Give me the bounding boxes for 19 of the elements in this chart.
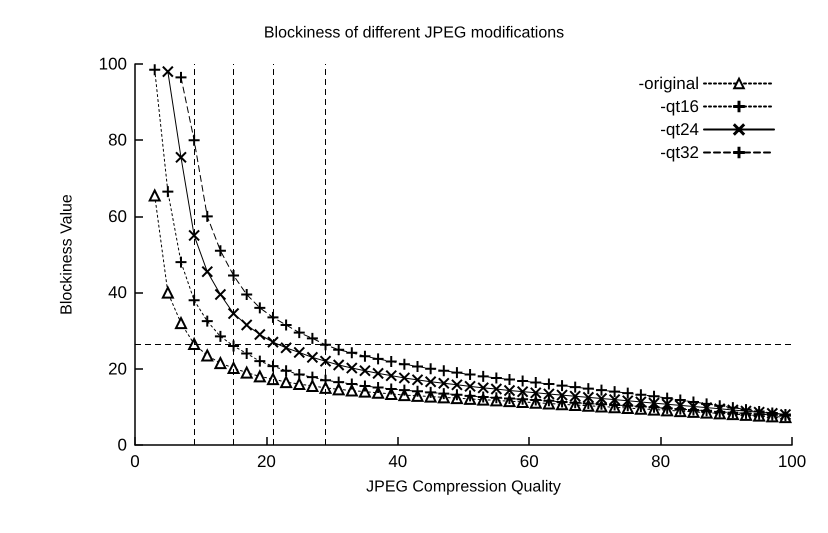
y-tick-label: 80 <box>108 130 127 150</box>
x-axis-title: JPEG Compression Quality <box>366 478 561 496</box>
legend-label: -qt32 <box>660 143 699 162</box>
x-tick-label: 100 <box>778 452 806 471</box>
x-tick-label: 60 <box>520 452 539 471</box>
y-tick-label: 100 <box>98 54 127 74</box>
y-tick-label: 0 <box>118 436 127 454</box>
x-tick-label: 0 <box>130 452 140 471</box>
y-tick-label: 40 <box>108 283 127 302</box>
y-tick-label: 20 <box>108 359 127 378</box>
y-axis-title: Blockiness Value <box>58 194 76 315</box>
x-tick-label: 40 <box>388 452 408 471</box>
legend-label: -qt24 <box>660 120 699 139</box>
x-tick-label: 20 <box>256 452 276 471</box>
legend-label: -original <box>638 74 699 93</box>
chart-title: Blockiness of different JPEG modifications <box>264 24 564 42</box>
y-tick-label: 60 <box>108 206 127 226</box>
x-tick-label: 80 <box>651 452 670 471</box>
legend-label: -qt16 <box>660 97 699 116</box>
